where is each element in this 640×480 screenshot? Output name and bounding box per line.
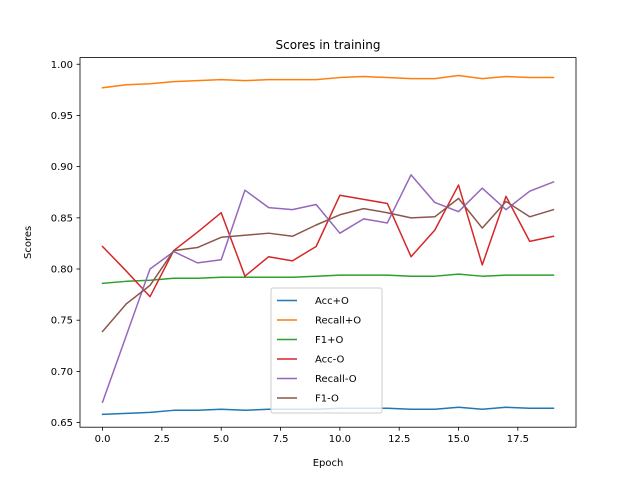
x-tick-label: 15.0 — [447, 434, 469, 445]
y-tick-label: 0.95 — [51, 111, 73, 122]
y-axis-label: Scores — [23, 226, 34, 259]
x-tick-label: 7.5 — [273, 434, 289, 445]
axes-frame — [79, 57, 577, 428]
series-line-2 — [101, 273, 555, 285]
x-tick-label: 2.5 — [154, 434, 170, 445]
legend-label-2: F1+O — [315, 335, 343, 346]
y-axis-ticks: 0.65 0.70 0.75 0.80 0.85 0.90 0.95 1.00 — [51, 60, 80, 429]
plot-lines — [101, 74, 555, 416]
series-line-3 — [101, 184, 555, 298]
y-tick-label: 1.00 — [51, 60, 73, 71]
y-tick-label: 0.75 — [51, 316, 73, 327]
y-tick-label: 0.90 — [51, 162, 73, 173]
y-tick-label: 0.70 — [51, 367, 73, 378]
x-axis-label: Epoch — [313, 458, 344, 469]
legend-label-4: Recall-O — [315, 374, 357, 385]
y-tick-label: 0.65 — [51, 418, 73, 429]
x-tick-label: 10.0 — [329, 434, 351, 445]
series-line-5 — [101, 197, 555, 333]
y-tick-label: 0.85 — [51, 213, 73, 224]
x-tick-label: 5.0 — [213, 434, 229, 445]
legend-label-1: Recall+O — [315, 316, 361, 327]
legend: Acc+O Recall+O F1+O Acc-O Recall-O F1-O — [270, 287, 383, 414]
chart-title: Scores in training — [276, 38, 381, 52]
x-axis-ticks: 0.0 2.5 5.0 7.5 10.0 12.5 15.0 17.5 — [95, 427, 529, 445]
series-line-4 — [101, 174, 555, 404]
legend-label-5: F1-O — [315, 394, 339, 405]
legend-label-3: Acc-O — [315, 355, 345, 366]
x-tick-label: 0.0 — [95, 434, 111, 445]
legend-box — [270, 287, 383, 414]
x-tick-label: 12.5 — [388, 434, 410, 445]
series-line-1 — [101, 74, 555, 89]
x-tick-label: 17.5 — [507, 434, 529, 445]
y-tick-label: 0.80 — [51, 265, 73, 276]
legend-label-0: Acc+O — [315, 296, 349, 307]
